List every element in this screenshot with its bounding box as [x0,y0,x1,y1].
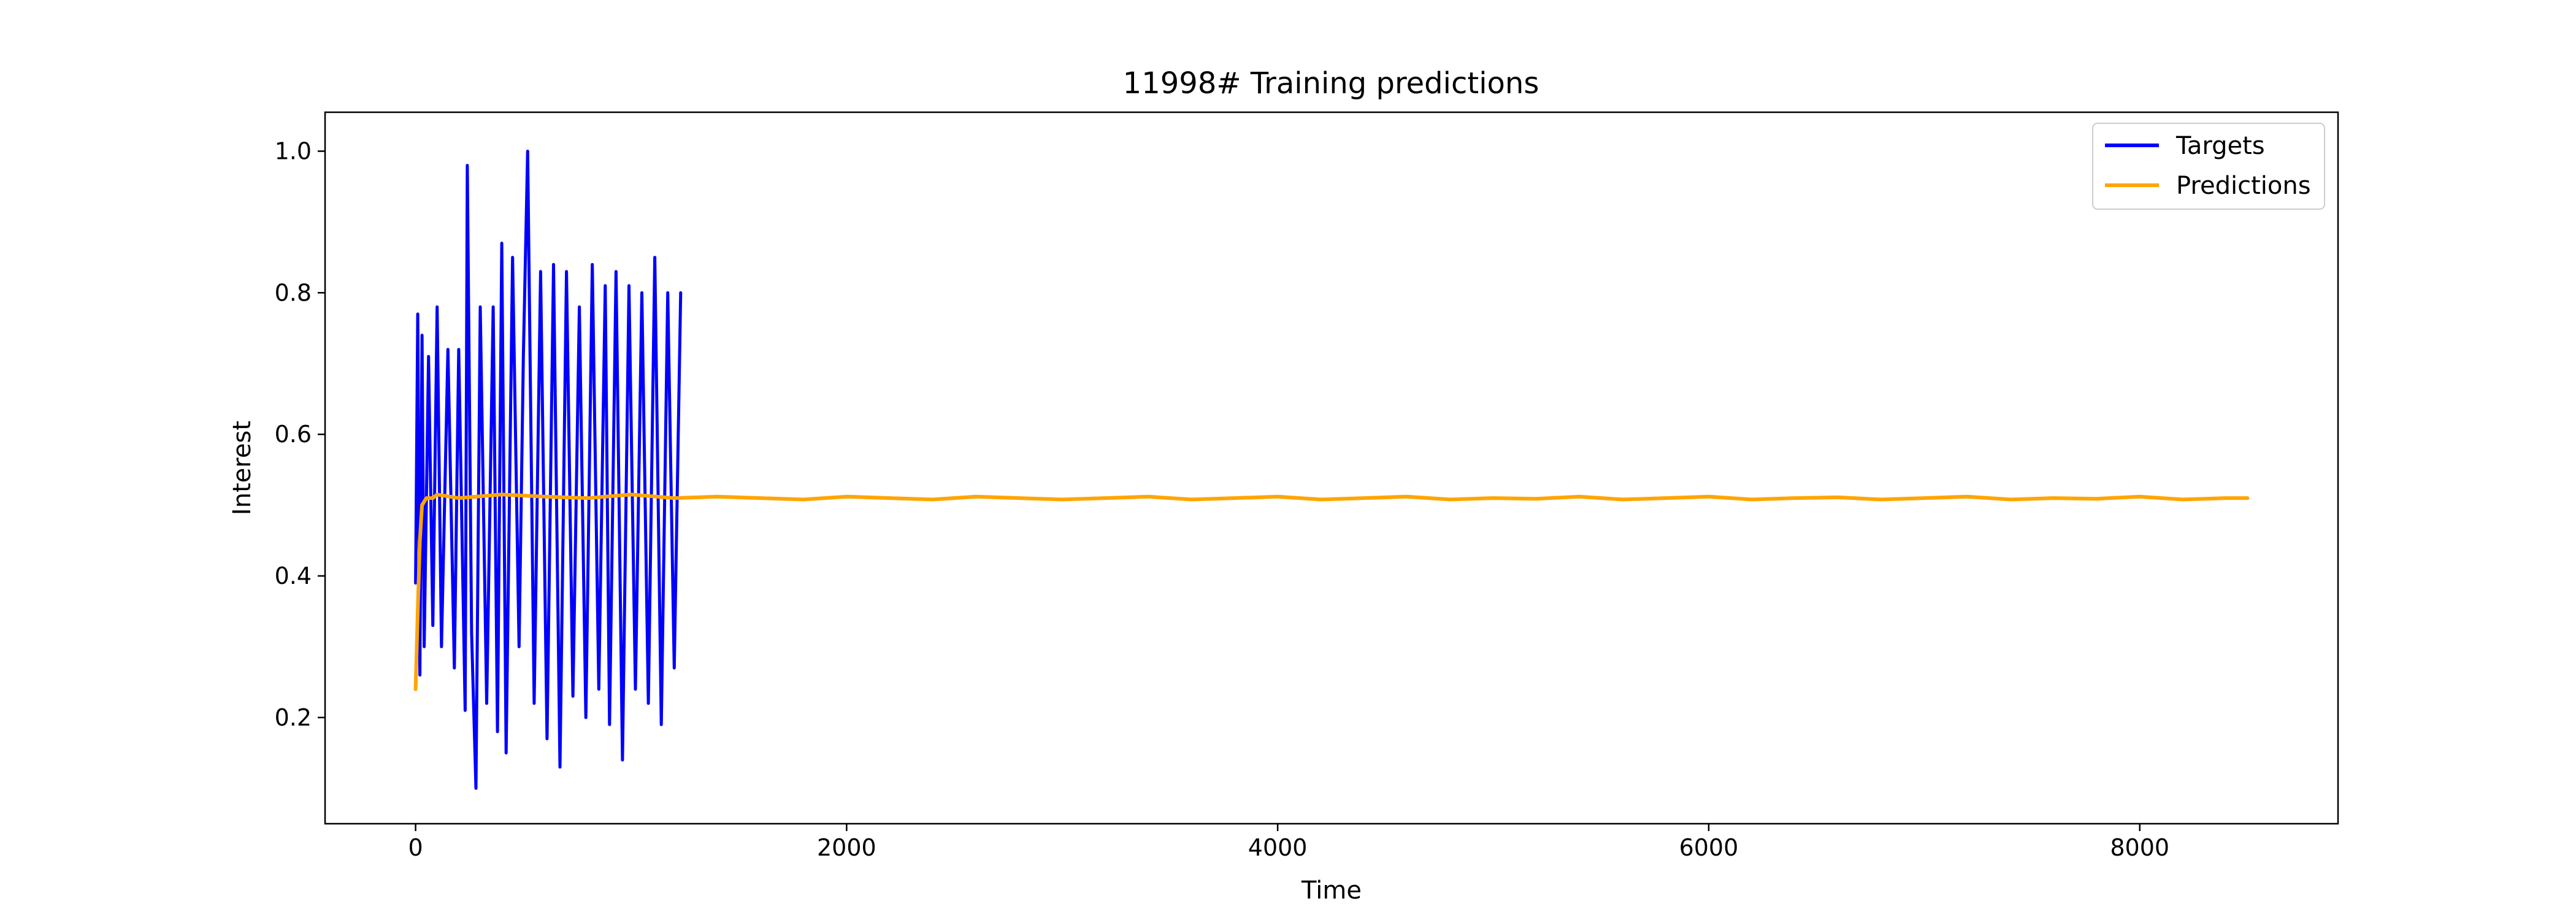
y-axis-label: Interest [228,421,256,515]
series-line-targets [414,150,683,790]
series-layer [413,150,2250,790]
x-tick-label: 0 [408,834,423,861]
x-axis-label: Time [1301,876,1362,905]
x-tick-label: 4000 [1248,834,1308,861]
plot-frame [324,111,2339,825]
y-axis: 0.2 0.4 0.6 0.8 1.0 [275,137,325,731]
chart-title: 11998# Training predictions [1123,66,1539,101]
x-tick-label: 6000 [1679,834,1739,861]
y-tick-label: 0.8 [275,279,312,306]
y-tick-label: 0.6 [275,421,312,448]
legend-label-predictions: Predictions [2176,172,2311,200]
y-tick-label: 1.0 [275,137,312,164]
legend-label-targets: Targets [2175,132,2265,160]
plot-area [413,150,2250,790]
y-tick-label: 0.4 [275,562,312,589]
y-tick-label: 0.2 [275,704,312,731]
x-axis: 0 2000 4000 6000 8000 [408,824,2169,861]
series-line-predictions [413,493,2250,691]
x-tick-label: 2000 [817,834,876,861]
legend: Targets Predictions [2092,123,2325,210]
x-tick-label: 8000 [2110,834,2169,861]
